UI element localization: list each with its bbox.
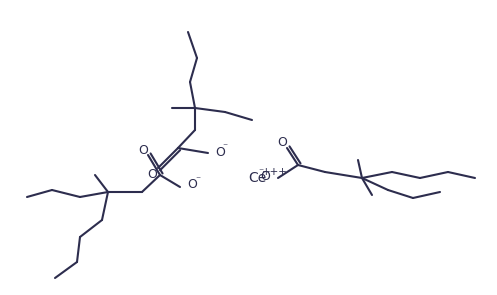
Text: ⁻: ⁻ (195, 175, 200, 185)
Text: +++: +++ (262, 167, 288, 177)
Text: ⁻: ⁻ (258, 167, 263, 177)
Text: O: O (277, 137, 287, 150)
Text: O: O (215, 145, 225, 158)
Text: O: O (187, 178, 197, 191)
Text: O: O (260, 171, 270, 183)
Text: ⁻: ⁻ (222, 142, 227, 152)
Text: Ce: Ce (248, 171, 266, 185)
Text: O: O (147, 168, 157, 181)
Text: O: O (138, 143, 148, 157)
